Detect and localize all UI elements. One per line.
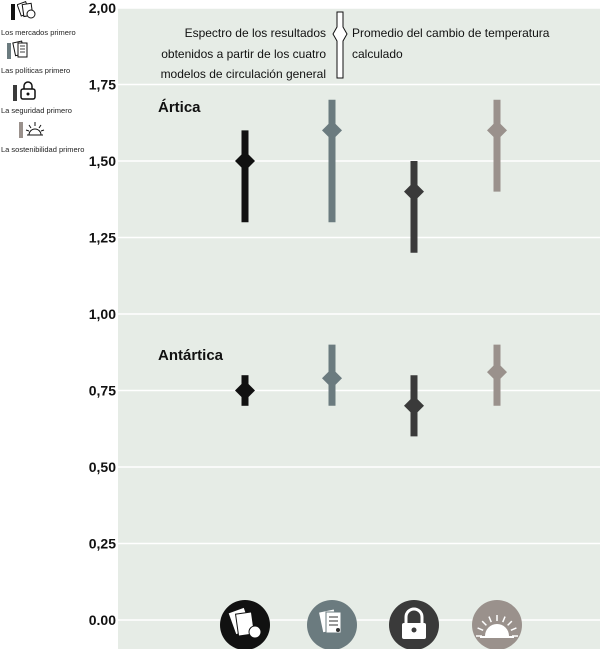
legend-item-sustainability: La sostenibilidad primero [0, 120, 115, 160]
group-antarctic: Antártica [158, 344, 507, 437]
bottom-icons [220, 600, 522, 649]
mean-marker [235, 151, 255, 171]
mean-marker [404, 395, 424, 416]
y-tick-label: 1,50 [89, 153, 116, 169]
legend-item-security: La seguridad primero [0, 80, 115, 120]
mean-marker [487, 362, 507, 383]
sunrise-icon [472, 600, 522, 649]
key-mean-text-line-2: calculado [352, 47, 403, 61]
y-tick-label: 2,00 [89, 0, 116, 16]
y-tick-label: 1,75 [89, 77, 116, 93]
legend-swatch [11, 4, 15, 20]
grid [118, 7, 600, 621]
key-range-text-line-3: modelos de circulación general [161, 67, 326, 81]
documents-icon [307, 600, 357, 649]
key-range-text-line-2: obtenidos a partir de los cuatro [161, 47, 326, 61]
padlock-icon [20, 81, 36, 100]
y-tick-label: 0,25 [89, 536, 116, 552]
y-axis: 0.00 0,25 0,50 0,75 1,00 1,25 1,50 1,75 2,00 [89, 0, 116, 628]
mean-marker [322, 368, 342, 389]
key-range-symbol [332, 11, 348, 79]
legend-swatch [7, 43, 11, 59]
y-tick-label: 0,50 [89, 459, 116, 475]
legend-swatch [13, 85, 17, 101]
key-mean-text-line-1: Promedio del cambio de temperatura [352, 26, 550, 40]
legend-label: Los mercados primero [1, 28, 76, 37]
money-icon [17, 1, 36, 19]
sunrise-icon [25, 122, 45, 136]
money-icon [220, 600, 270, 649]
key-range-text-line-1: Espectro de los resultados [185, 26, 326, 40]
group-label: Antártica [158, 347, 224, 364]
group-label: Ártica [158, 99, 201, 116]
mean-marker [322, 120, 342, 141]
legend-item-markets: Los mercados primero [0, 0, 115, 40]
plot-background [118, 8, 600, 649]
legend-item-policies: Las políticas primero [0, 40, 115, 80]
mean-marker [404, 181, 424, 202]
data-groups: Ártica Antártica [158, 99, 507, 437]
key: Espectro de los resultados obtenidos a p… [161, 11, 550, 81]
legend-swatch [19, 122, 23, 138]
mean-marker [235, 380, 255, 401]
legend-label: La sostenibilidad primero [1, 145, 85, 154]
group-arctic: Ártica [158, 99, 507, 253]
mean-marker [487, 120, 507, 141]
y-tick-label: 0.00 [89, 612, 116, 628]
padlock-icon [389, 600, 439, 649]
y-tick-label: 0,75 [89, 383, 116, 399]
documents-icon [12, 40, 28, 58]
y-tick-label: 1,25 [89, 230, 116, 246]
y-tick-label: 1,00 [89, 306, 116, 322]
legend-label: Las políticas primero [1, 66, 71, 75]
legend-label: La seguridad primero [1, 106, 72, 115]
